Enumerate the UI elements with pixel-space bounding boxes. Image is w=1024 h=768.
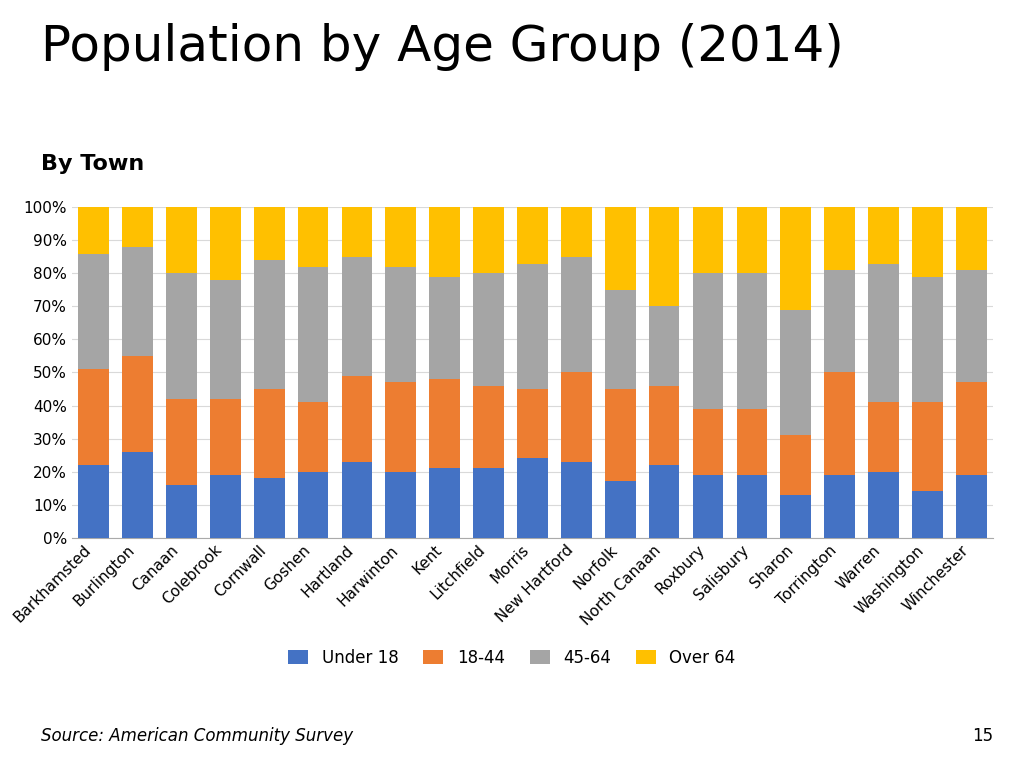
Bar	[561, 257, 592, 372]
Bar	[342, 462, 373, 538]
Bar	[736, 273, 767, 409]
Bar	[78, 465, 109, 538]
Bar	[561, 462, 592, 538]
Bar	[210, 207, 241, 280]
Bar	[605, 482, 636, 538]
Bar	[561, 372, 592, 462]
Bar	[956, 207, 987, 270]
Bar	[605, 290, 636, 389]
Bar	[254, 389, 285, 478]
Bar	[429, 379, 460, 468]
Bar	[254, 260, 285, 389]
Bar	[78, 207, 109, 253]
Bar	[385, 472, 416, 538]
Bar	[736, 207, 767, 273]
Bar	[692, 475, 723, 538]
Bar	[824, 475, 855, 538]
Bar	[517, 458, 548, 538]
Bar	[912, 402, 943, 492]
Bar	[298, 207, 329, 266]
Bar	[210, 280, 241, 399]
Bar	[736, 409, 767, 475]
Text: Population by Age Group (2014): Population by Age Group (2014)	[41, 23, 844, 71]
Bar	[824, 372, 855, 475]
Bar	[429, 468, 460, 538]
Bar	[429, 207, 460, 276]
Bar	[166, 207, 197, 273]
Bar	[605, 207, 636, 290]
Bar	[473, 207, 504, 273]
Bar	[649, 207, 680, 306]
Bar	[780, 207, 811, 310]
Bar	[912, 276, 943, 402]
Bar	[210, 399, 241, 475]
Bar	[649, 465, 680, 538]
Bar	[342, 376, 373, 462]
Bar	[517, 263, 548, 389]
Bar	[473, 273, 504, 386]
Bar	[385, 266, 416, 382]
Bar	[824, 207, 855, 270]
Bar	[122, 247, 153, 356]
Bar	[736, 475, 767, 538]
Bar	[956, 270, 987, 382]
Bar	[912, 492, 943, 538]
Bar	[780, 310, 811, 435]
Bar	[868, 472, 899, 538]
Bar	[649, 386, 680, 465]
Bar	[298, 266, 329, 402]
Text: By Town: By Town	[41, 154, 144, 174]
Bar	[649, 306, 680, 386]
Bar	[780, 495, 811, 538]
Bar	[298, 402, 329, 472]
Bar	[122, 452, 153, 538]
Bar	[298, 472, 329, 538]
Bar	[561, 207, 592, 257]
Bar	[517, 207, 548, 263]
Bar	[824, 270, 855, 372]
Bar	[254, 478, 285, 538]
Bar	[342, 257, 373, 376]
Bar	[956, 382, 987, 475]
Bar	[605, 389, 636, 482]
Bar	[385, 207, 416, 266]
Bar	[254, 207, 285, 260]
Legend: Under 18, 18-44, 45-64, Over 64: Under 18, 18-44, 45-64, Over 64	[282, 642, 742, 674]
Bar	[122, 356, 153, 452]
Bar	[692, 273, 723, 409]
Bar	[78, 253, 109, 369]
Bar	[517, 389, 548, 458]
Bar	[122, 207, 153, 247]
Bar	[210, 475, 241, 538]
Bar	[473, 468, 504, 538]
Bar	[692, 409, 723, 475]
Bar	[166, 399, 197, 485]
Bar	[429, 276, 460, 379]
Bar	[385, 382, 416, 472]
Bar	[868, 263, 899, 402]
Bar	[166, 273, 197, 399]
Text: 15: 15	[972, 727, 993, 745]
Text: Source: American Community Survey: Source: American Community Survey	[41, 727, 353, 745]
Bar	[780, 435, 811, 495]
Bar	[692, 207, 723, 273]
Bar	[868, 402, 899, 472]
Bar	[342, 207, 373, 257]
Bar	[912, 207, 943, 276]
Bar	[956, 475, 987, 538]
Bar	[868, 207, 899, 263]
Bar	[166, 485, 197, 538]
Bar	[78, 369, 109, 465]
Bar	[473, 386, 504, 468]
